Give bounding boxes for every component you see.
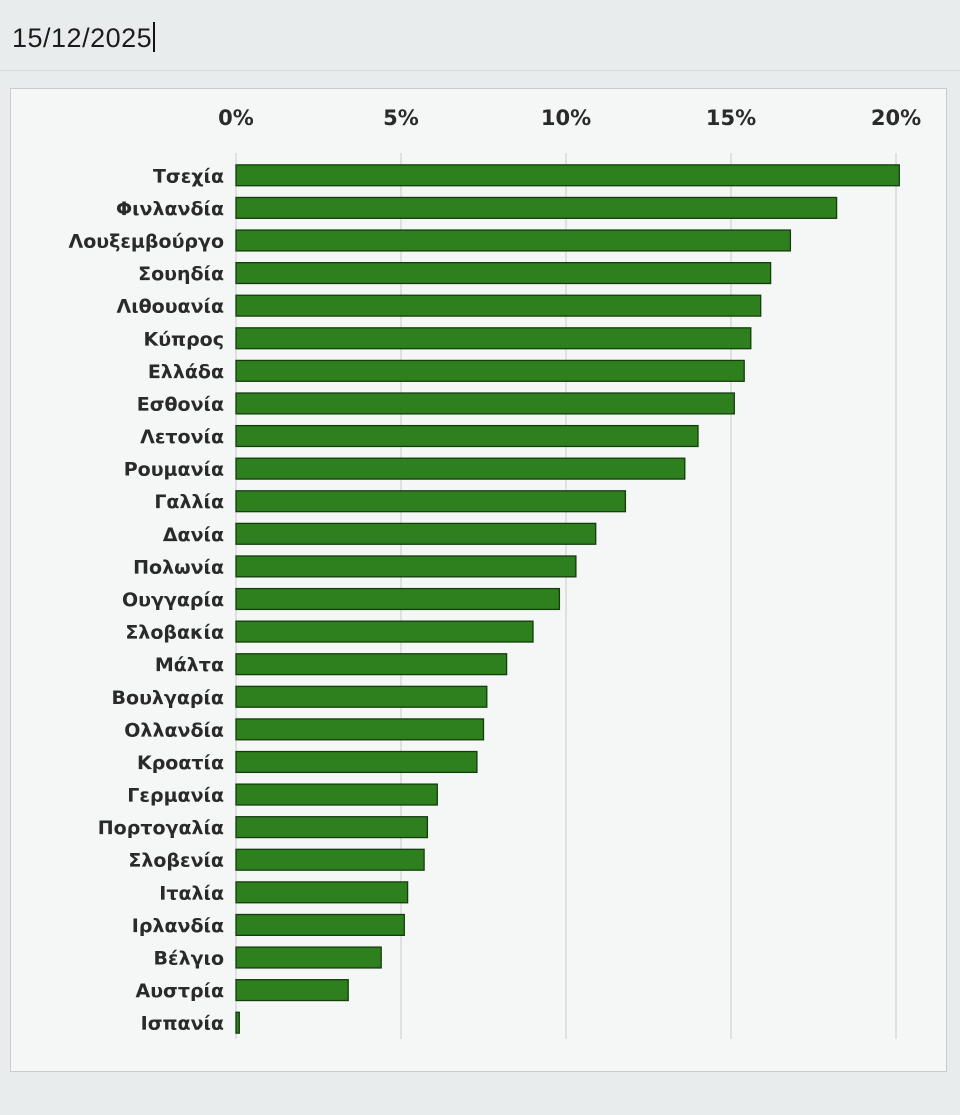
bar: [235, 424, 699, 448]
category-label: Αυστρία: [135, 980, 224, 1002]
x-tick-label: 5%: [383, 106, 419, 130]
date-value: 15/12/2025: [12, 23, 153, 53]
category-label: Γερμανία: [127, 785, 224, 807]
bar: [235, 555, 577, 578]
category-label: Ιταλία: [159, 882, 224, 904]
bar: [235, 750, 478, 774]
category-label: Ουγγαρία: [122, 589, 224, 611]
bar: [235, 718, 485, 741]
bar: [235, 913, 405, 937]
date-cell[interactable]: 15/12/2025: [12, 22, 156, 54]
x-tick-label: 15%: [706, 106, 756, 130]
bar: [235, 816, 429, 839]
bar: [235, 587, 561, 611]
x-tick-label: 10%: [541, 106, 591, 130]
category-label: Μάλτα: [155, 654, 224, 676]
bar: [235, 653, 508, 676]
category-label: Γαλλία: [154, 491, 224, 513]
category-label: Λετονία: [140, 426, 224, 448]
bar: [235, 261, 772, 285]
bar-chart: 0% 5% 10% 15% 20% Τσεχία Φινλανδία Λουξεμβούργο…: [69, 106, 921, 1039]
bar: [235, 979, 349, 1002]
bar: [235, 196, 838, 219]
category-label: Ρουμανία: [124, 459, 224, 481]
bar: [235, 522, 597, 545]
category-label: Βέλγιο: [154, 948, 224, 970]
category-label: Πολωνία: [133, 556, 224, 578]
bar: [235, 164, 900, 187]
category-label: Εσθονία: [137, 393, 224, 415]
bar: [235, 490, 627, 513]
category-label: Σλοβενία: [128, 850, 224, 872]
category-label: Σουηδία: [138, 263, 224, 285]
category-label: Φινλανδία: [116, 198, 224, 220]
bar: [235, 783, 438, 806]
category-label: Τσεχία: [153, 165, 224, 187]
category-label: Λιθουανία: [117, 296, 225, 318]
category-label: Κροατία: [137, 752, 224, 774]
bar: [235, 620, 534, 643]
sheet-gridline: [0, 70, 960, 71]
category-label: Ολλανδία: [124, 719, 224, 741]
bar: [235, 848, 425, 871]
category-label: Δανία: [163, 524, 224, 546]
chart-area[interactable]: 0% 5% 10% 15% 20% Τσεχία Φινλανδία Λουξεμβούργο…: [10, 88, 947, 1072]
category-label: Πορτογαλία: [98, 817, 224, 839]
bar: [235, 294, 762, 317]
category-label: Κύπρος: [144, 328, 225, 350]
category-label: Ιρλανδία: [132, 915, 224, 937]
bar: [235, 392, 735, 415]
bar: [235, 359, 745, 382]
bar: [235, 327, 752, 350]
category-label: Σλοβακία: [125, 622, 224, 644]
bar: [235, 1011, 240, 1034]
category-label: Ισπανία: [141, 1013, 224, 1035]
category-label: Βουλγαρία: [112, 687, 224, 709]
text-cursor: [153, 22, 156, 52]
bar: [235, 457, 686, 480]
x-tick-label: 0%: [218, 106, 254, 130]
category-label: Ελλάδα: [148, 361, 224, 383]
x-tick-label: 20%: [871, 106, 921, 130]
category-label: Λουξεμβούργο: [69, 230, 224, 252]
bar: [235, 881, 409, 904]
bar: [235, 946, 382, 969]
bar: [235, 229, 792, 252]
bar: [235, 685, 488, 708]
